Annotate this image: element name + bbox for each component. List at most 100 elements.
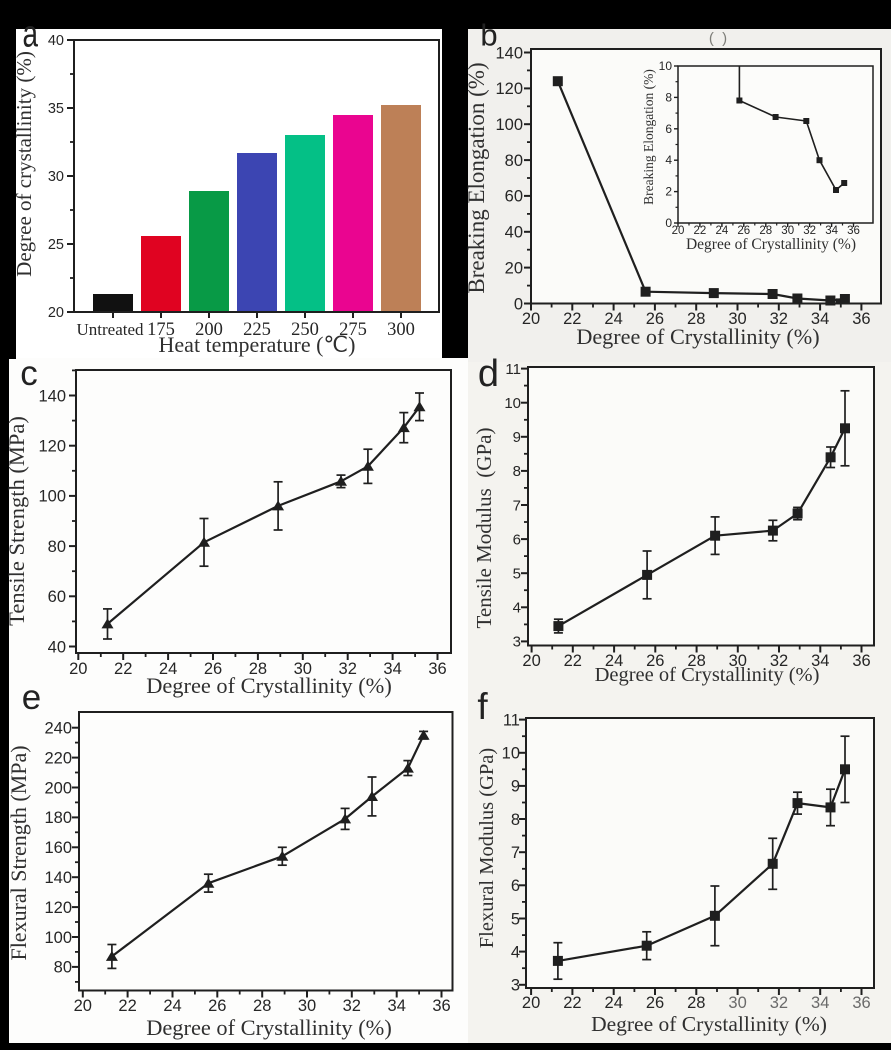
svg-text:30: 30 <box>781 225 794 237</box>
svg-text:Degree of Crystallinity (%): Degree of Crystallinity (%) <box>595 664 820 686</box>
svg-text:22: 22 <box>563 994 581 1012</box>
svg-text:180: 180 <box>44 809 72 827</box>
svg-text:4: 4 <box>513 600 521 617</box>
svg-text:140: 140 <box>44 869 72 887</box>
svg-text:Flexural Strength (MPa): Flexural Strength (MPa) <box>6 745 31 960</box>
svg-text:Degree of Crystallinity (%): Degree of Crystallinity (%) <box>146 673 392 698</box>
svg-text:36: 36 <box>428 660 446 678</box>
svg-text:Degree of crystallinity (%): Degree of crystallinity (%) <box>12 51 36 277</box>
svg-text:Untreated: Untreated <box>76 320 144 339</box>
svg-text:26: 26 <box>737 225 750 237</box>
svg-text:3: 3 <box>513 634 521 651</box>
svg-text:80: 80 <box>505 152 523 170</box>
svg-text:Degree of Crystallinity (%): Degree of Crystallinity (%) <box>591 1012 827 1036</box>
svg-text:22: 22 <box>694 225 707 237</box>
svg-text:30: 30 <box>728 310 746 328</box>
svg-text:4: 4 <box>665 153 672 167</box>
svg-text:32: 32 <box>343 997 361 1015</box>
svg-text:22: 22 <box>563 310 581 328</box>
svg-text:d: d <box>478 353 499 395</box>
svg-text:0: 0 <box>514 295 523 313</box>
svg-text:30: 30 <box>729 652 747 670</box>
svg-text:225: 225 <box>243 320 271 340</box>
svg-text:240: 240 <box>44 720 72 738</box>
svg-text:100: 100 <box>495 116 523 134</box>
svg-text:24: 24 <box>163 997 181 1015</box>
svg-text:24: 24 <box>159 660 177 678</box>
svg-text:26: 26 <box>204 660 222 678</box>
svg-text:8: 8 <box>513 463 521 480</box>
svg-text:20: 20 <box>672 225 685 237</box>
svg-text:10: 10 <box>659 59 673 73</box>
svg-text:Flexural Modulus (GPa): Flexural Modulus (GPa) <box>476 748 498 948</box>
svg-text:120: 120 <box>44 899 72 917</box>
svg-text:a: a <box>23 14 39 56</box>
svg-text:28: 28 <box>687 652 705 670</box>
svg-text:60: 60 <box>48 588 66 606</box>
svg-text:Degree of Crystallinity (%): Degree of Crystallinity (%) <box>146 1015 392 1040</box>
svg-text:24: 24 <box>716 225 729 237</box>
svg-text:22: 22 <box>118 997 136 1015</box>
svg-text:60: 60 <box>505 188 523 206</box>
svg-text:32: 32 <box>770 310 788 328</box>
svg-text:275: 275 <box>339 320 367 340</box>
svg-text:20: 20 <box>522 652 540 670</box>
svg-text:20: 20 <box>522 310 540 328</box>
svg-text:160: 160 <box>44 839 72 857</box>
svg-text:Breaking Elongation (%): Breaking Elongation (%) <box>464 62 489 293</box>
svg-text:36: 36 <box>852 310 870 328</box>
svg-text:4: 4 <box>511 943 520 961</box>
svg-text:20: 20 <box>74 997 92 1015</box>
svg-text:36: 36 <box>847 225 860 237</box>
svg-text:20: 20 <box>522 994 540 1012</box>
svg-text:7: 7 <box>513 497 521 514</box>
svg-text:40: 40 <box>48 33 64 49</box>
svg-text:22: 22 <box>564 652 582 670</box>
svg-text:Degree of Crystallinity (%): Degree of Crystallinity (%) <box>686 236 856 253</box>
svg-text:e: e <box>22 678 41 717</box>
svg-text:6: 6 <box>665 122 672 136</box>
svg-text:28: 28 <box>759 225 772 237</box>
svg-text:3: 3 <box>511 977 520 995</box>
svg-text:32: 32 <box>770 994 788 1012</box>
svg-text:0: 0 <box>665 216 672 230</box>
svg-text:25: 25 <box>48 237 64 253</box>
svg-text:Degree of Crystallinity (%): Degree of Crystallinity (%) <box>576 324 819 349</box>
svg-text:34: 34 <box>811 310 829 328</box>
svg-text:20: 20 <box>69 660 87 678</box>
svg-text:10: 10 <box>502 745 520 763</box>
svg-text:36: 36 <box>852 652 870 670</box>
svg-text:26: 26 <box>208 997 226 1015</box>
svg-text:34: 34 <box>811 994 829 1012</box>
svg-text:100: 100 <box>38 488 66 506</box>
svg-text:140: 140 <box>38 387 66 405</box>
svg-text:80: 80 <box>54 959 72 977</box>
svg-text:5: 5 <box>513 566 521 583</box>
svg-text:22: 22 <box>114 660 132 678</box>
svg-text:28: 28 <box>249 660 267 678</box>
svg-text:34: 34 <box>388 997 406 1015</box>
svg-text:6: 6 <box>511 877 520 895</box>
svg-text:11: 11 <box>503 711 520 729</box>
svg-text:Heat temperature (℃): Heat temperature (℃) <box>159 332 356 357</box>
svg-text:Breaking Elongation (%): Breaking Elongation (%) <box>641 69 656 205</box>
svg-text:175: 175 <box>147 320 175 340</box>
svg-text:30: 30 <box>48 169 64 185</box>
svg-text:120: 120 <box>495 80 523 98</box>
svg-text:200: 200 <box>195 320 223 340</box>
svg-text:c: c <box>20 354 38 393</box>
svg-text:30: 30 <box>728 994 746 1012</box>
svg-text:( ): ( ) <box>709 30 727 47</box>
svg-text:20: 20 <box>505 259 523 277</box>
svg-text:26: 26 <box>646 652 664 670</box>
svg-text:34: 34 <box>825 225 838 237</box>
svg-text:300: 300 <box>387 320 415 340</box>
svg-text:Tensile Modulus (GPa): Tensile Modulus (GPa) <box>472 428 496 629</box>
svg-text:140: 140 <box>495 44 523 62</box>
svg-text:9: 9 <box>511 778 520 796</box>
svg-text:220: 220 <box>44 749 72 767</box>
svg-text:9: 9 <box>513 429 521 446</box>
svg-text:30: 30 <box>298 997 316 1015</box>
svg-text:200: 200 <box>44 779 72 797</box>
svg-text:34: 34 <box>383 660 401 678</box>
